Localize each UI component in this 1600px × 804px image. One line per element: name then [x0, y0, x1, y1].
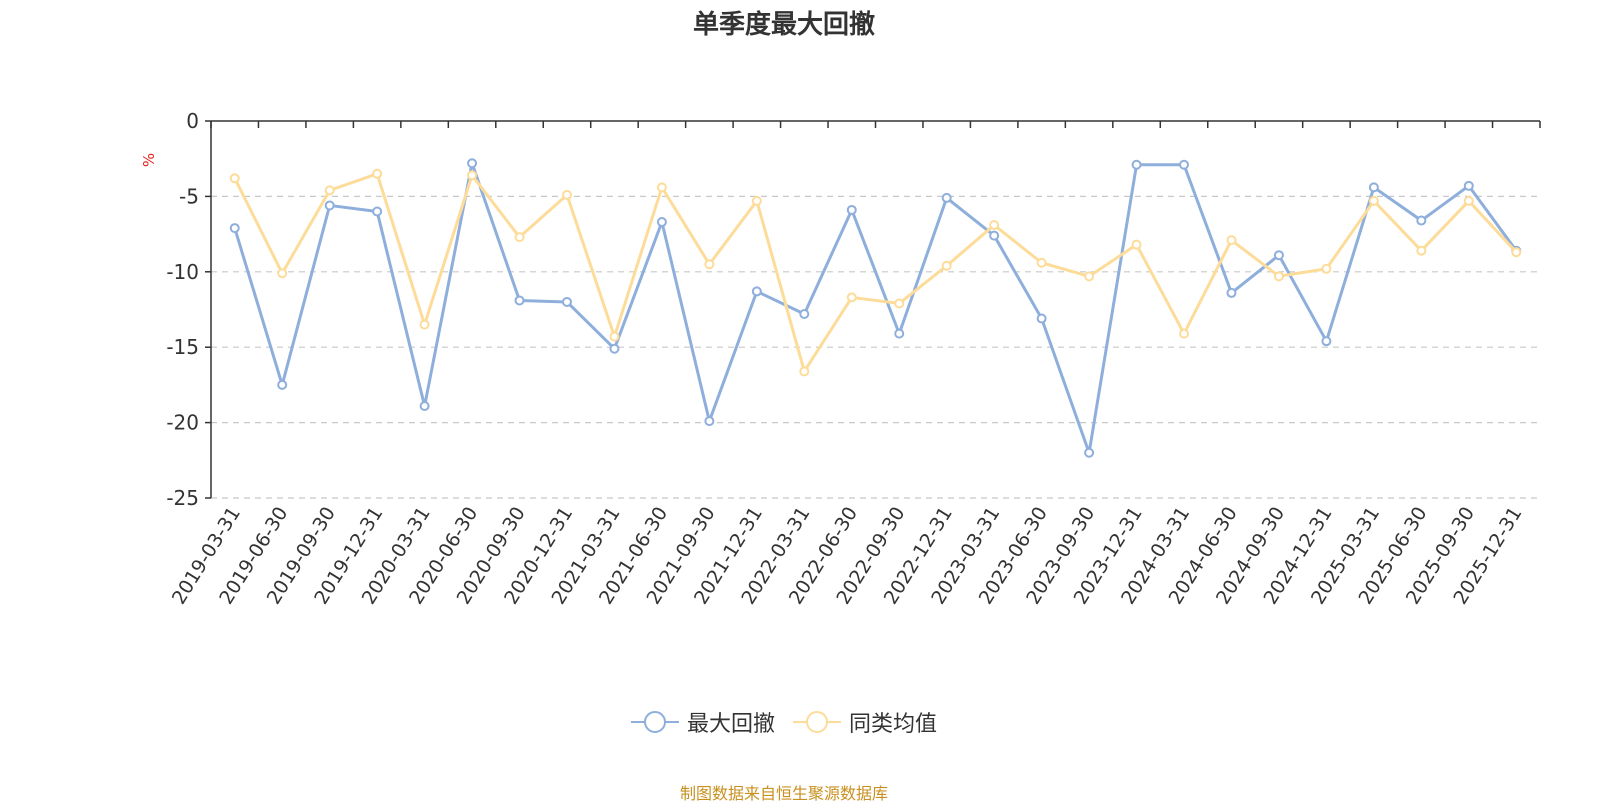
- data-point[interactable]: [1131, 159, 1142, 170]
- data-point[interactable]: [846, 292, 857, 303]
- data-point[interactable]: [1416, 215, 1427, 226]
- data-point[interactable]: [1226, 287, 1237, 298]
- y-tick-label: -15: [166, 335, 199, 359]
- y-tick-label: -20: [166, 411, 199, 435]
- data-point[interactable]: [894, 298, 905, 309]
- data-point[interactable]: [609, 343, 620, 354]
- y-axis-ticks: 0 -5 -10 -15 -20 -25: [166, 109, 211, 510]
- data-point[interactable]: [467, 158, 478, 169]
- legend-item-max-drawdown[interactable]: 最大回撤: [630, 706, 775, 738]
- series-1: [229, 168, 1522, 377]
- data-point[interactable]: [514, 232, 525, 243]
- data-point[interactable]: [229, 223, 240, 234]
- axes: [210, 120, 1540, 498]
- data-point[interactable]: [561, 296, 572, 307]
- data-point[interactable]: [1226, 235, 1237, 246]
- data-point[interactable]: [372, 168, 383, 179]
- data-point[interactable]: [1084, 271, 1095, 282]
- data-point[interactable]: [1084, 447, 1095, 458]
- data-point[interactable]: [277, 268, 288, 279]
- legend-label: 最大回撤: [686, 712, 775, 737]
- data-point[interactable]: [1179, 328, 1190, 339]
- series-0: [229, 158, 1522, 458]
- legend-label: 同类均值: [849, 712, 938, 737]
- x-axis-ticks: 2019-03-312019-06-302019-09-302019-12-31…: [168, 121, 1541, 608]
- data-point[interactable]: [989, 230, 1000, 241]
- data-source-note: 制图数据来自恒生聚源数据库: [679, 784, 888, 803]
- data-point[interactable]: [704, 416, 715, 427]
- data-point[interactable]: [1463, 180, 1474, 191]
- data-point[interactable]: [1131, 239, 1142, 250]
- data-point[interactable]: [1273, 250, 1284, 261]
- data-point[interactable]: [1036, 257, 1047, 268]
- data-point[interactable]: [799, 366, 810, 377]
- data-point[interactable]: [467, 170, 478, 181]
- series-line: [233, 161, 1518, 455]
- y-tick-label: -5: [179, 184, 199, 208]
- data-point[interactable]: [846, 204, 857, 215]
- y-tick-label: -10: [166, 260, 199, 284]
- data-point[interactable]: [372, 206, 383, 217]
- data-point[interactable]: [751, 195, 762, 206]
- data-point[interactable]: [704, 259, 715, 270]
- legend-line-circle-icon: [630, 711, 679, 733]
- series-group: [229, 158, 1522, 458]
- data-point[interactable]: [609, 331, 620, 342]
- legend-line-circle-icon: [793, 711, 841, 733]
- data-point[interactable]: [1511, 247, 1522, 258]
- data-point[interactable]: [941, 260, 952, 271]
- y-axis-label: %: [140, 153, 158, 167]
- legend: 最大回撤 同类均值: [0, 706, 1568, 738]
- data-point[interactable]: [1463, 195, 1474, 206]
- data-point[interactable]: [324, 185, 335, 196]
- data-point[interactable]: [1416, 245, 1427, 256]
- data-point[interactable]: [989, 220, 1000, 231]
- data-point[interactable]: [229, 173, 240, 184]
- data-point[interactable]: [419, 319, 430, 330]
- data-point[interactable]: [277, 379, 288, 390]
- chart-title: 单季度最大回撤: [692, 10, 875, 40]
- data-point[interactable]: [1368, 182, 1379, 193]
- data-point[interactable]: [1368, 195, 1379, 206]
- series-line: [233, 172, 1518, 373]
- data-point[interactable]: [941, 192, 952, 203]
- data-point[interactable]: [1321, 336, 1332, 347]
- data-point[interactable]: [1036, 313, 1047, 324]
- data-point[interactable]: [1179, 159, 1190, 170]
- data-point[interactable]: [799, 309, 810, 320]
- data-point[interactable]: [1273, 271, 1284, 282]
- data-point[interactable]: [514, 295, 525, 306]
- data-point[interactable]: [1321, 263, 1332, 274]
- data-point[interactable]: [419, 401, 430, 412]
- data-point[interactable]: [894, 328, 905, 339]
- y-tick-label: -25: [166, 486, 199, 510]
- data-point[interactable]: [751, 286, 762, 297]
- data-point[interactable]: [656, 217, 667, 228]
- data-point[interactable]: [656, 182, 667, 193]
- data-point[interactable]: [561, 189, 572, 200]
- data-point[interactable]: [324, 200, 335, 211]
- legend-item-peer-average[interactable]: 同类均值: [793, 706, 937, 738]
- y-tick-label: 0: [186, 109, 199, 133]
